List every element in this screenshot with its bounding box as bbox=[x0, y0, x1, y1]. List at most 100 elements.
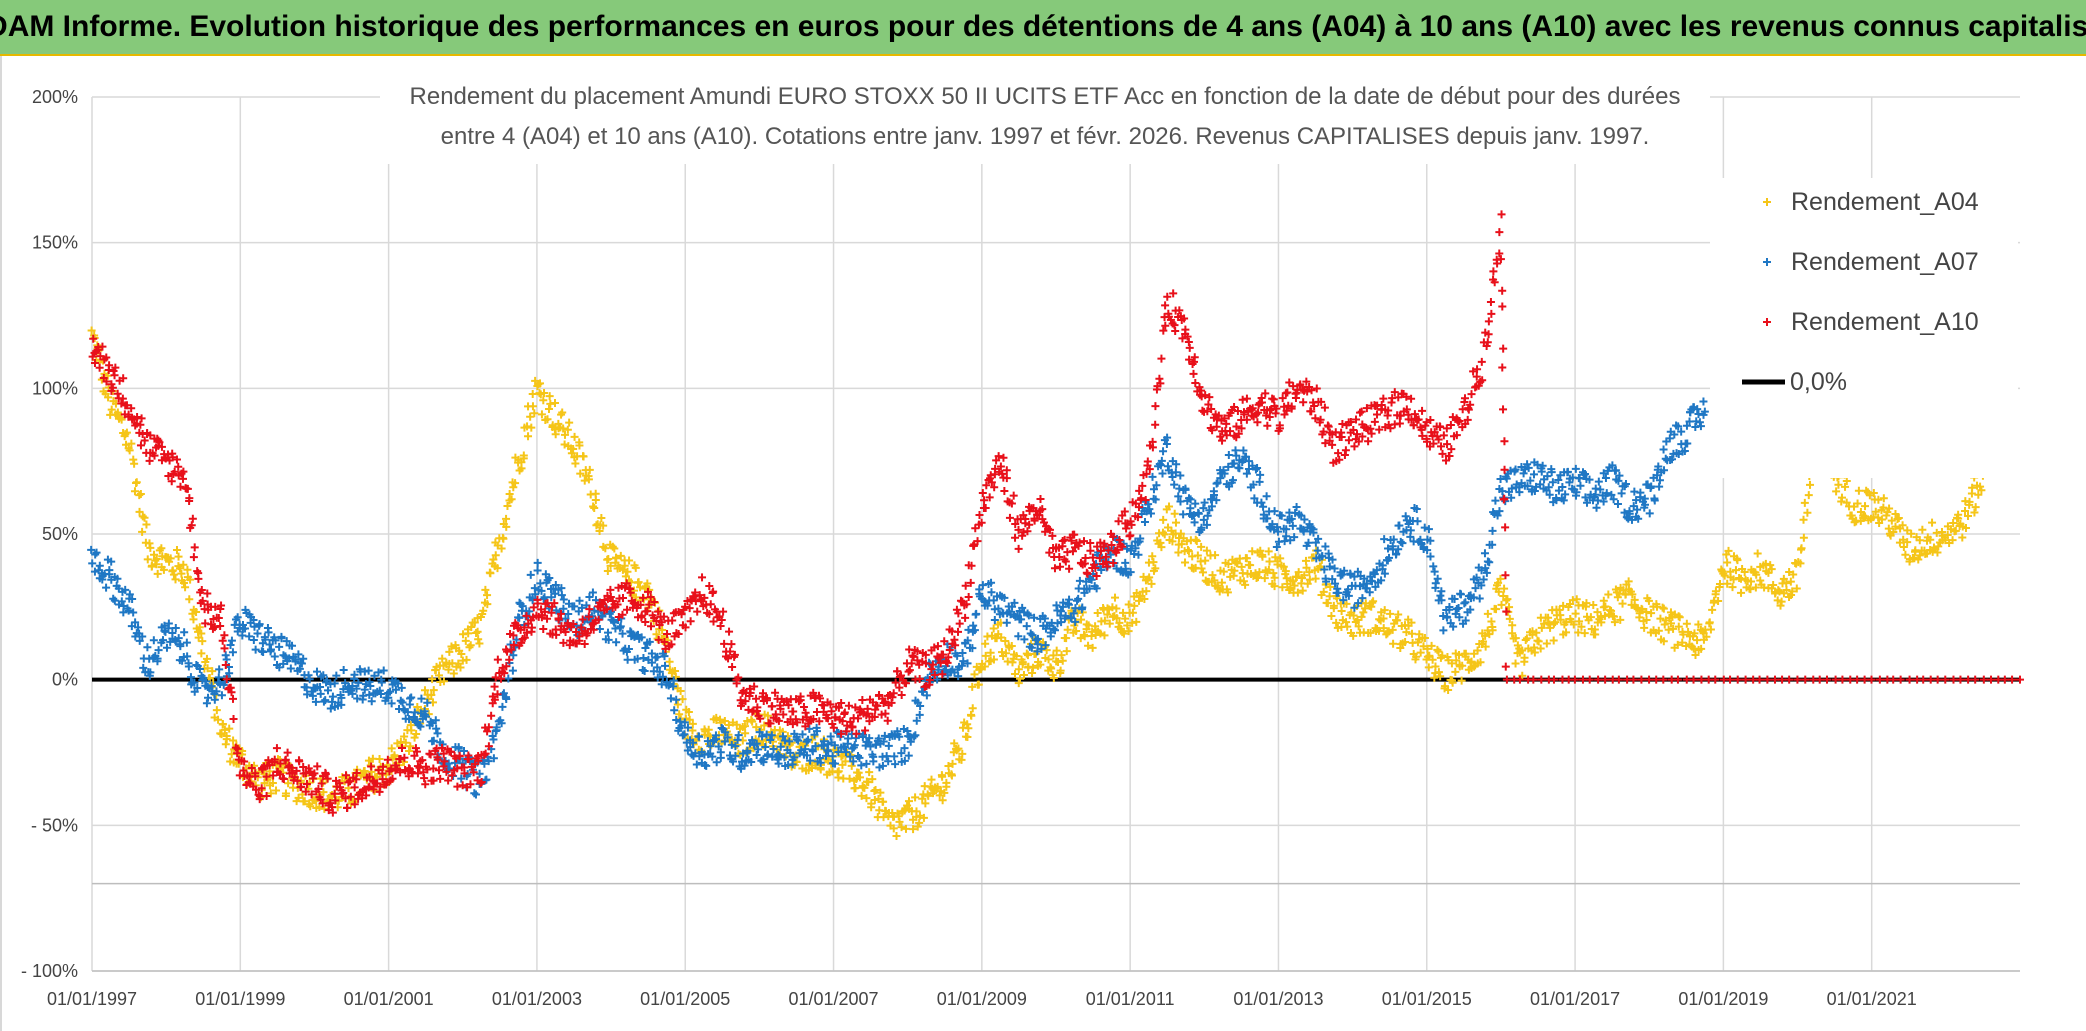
point-a07 bbox=[1372, 566, 1381, 575]
point-a04 bbox=[1575, 617, 1584, 626]
point-a04 bbox=[400, 732, 409, 741]
point-a10 bbox=[1889, 675, 1898, 684]
point-a07 bbox=[731, 742, 740, 751]
point-a10 bbox=[1905, 675, 1914, 684]
point-a04 bbox=[1500, 584, 1509, 593]
point-a04 bbox=[981, 639, 990, 648]
point-a04 bbox=[1492, 605, 1501, 614]
point-a07 bbox=[801, 745, 810, 754]
point-a04 bbox=[589, 502, 598, 511]
point-a07 bbox=[1485, 558, 1494, 567]
point-a07 bbox=[1331, 579, 1340, 588]
point-a07 bbox=[940, 666, 949, 675]
x-tick-label: 01/01/2013 bbox=[1233, 989, 1323, 1009]
point-a07 bbox=[107, 557, 116, 566]
point-a07 bbox=[797, 746, 806, 755]
point-a07 bbox=[1322, 577, 1331, 586]
point-a07 bbox=[1028, 631, 1037, 640]
point-a07 bbox=[92, 548, 101, 557]
point-a07 bbox=[972, 609, 981, 618]
point-a07 bbox=[321, 696, 330, 705]
point-a04 bbox=[1675, 613, 1684, 622]
point-a07 bbox=[758, 732, 767, 741]
point-a04 bbox=[185, 595, 194, 604]
point-a07 bbox=[767, 731, 776, 740]
point-a04 bbox=[1853, 499, 1862, 508]
point-a04 bbox=[1737, 588, 1746, 597]
point-a07 bbox=[830, 741, 839, 750]
point-a07 bbox=[1582, 498, 1591, 507]
point-a04 bbox=[197, 629, 206, 638]
point-a04 bbox=[1001, 649, 1010, 658]
point-a07 bbox=[640, 667, 649, 676]
point-a07 bbox=[509, 651, 518, 660]
point-a07 bbox=[766, 736, 775, 745]
point-a07 bbox=[641, 643, 650, 652]
point-a10 bbox=[1263, 421, 1272, 430]
point-a04 bbox=[406, 721, 415, 730]
point-a07 bbox=[162, 643, 171, 652]
point-a04 bbox=[585, 465, 594, 474]
point-a10 bbox=[1283, 388, 1292, 397]
point-a07 bbox=[434, 754, 443, 763]
point-a07 bbox=[1507, 484, 1516, 493]
point-a04 bbox=[1420, 633, 1429, 642]
point-a07 bbox=[1488, 540, 1497, 549]
point-a10 bbox=[110, 371, 119, 380]
point-a04 bbox=[1233, 559, 1242, 568]
point-a04 bbox=[1293, 588, 1302, 597]
point-a07 bbox=[957, 661, 966, 670]
point-a04 bbox=[1112, 604, 1121, 613]
point-a04 bbox=[1731, 566, 1740, 575]
point-a04 bbox=[997, 648, 1006, 657]
point-a07 bbox=[958, 649, 967, 658]
point-a07 bbox=[660, 652, 669, 661]
point-a07 bbox=[316, 689, 325, 698]
point-a10 bbox=[1484, 317, 1493, 326]
x-tick-label: 01/01/2005 bbox=[640, 989, 730, 1009]
point-a10 bbox=[1086, 546, 1095, 555]
point-a04 bbox=[1534, 637, 1543, 646]
point-a04 bbox=[1300, 571, 1309, 580]
point-a07 bbox=[1602, 489, 1611, 498]
point-a07 bbox=[1547, 468, 1556, 477]
point-a07 bbox=[294, 650, 303, 659]
point-a04 bbox=[1887, 516, 1896, 525]
point-a04 bbox=[497, 544, 506, 553]
point-a07 bbox=[492, 723, 501, 732]
point-a04 bbox=[1693, 636, 1702, 645]
point-a04 bbox=[673, 700, 682, 709]
point-a07 bbox=[890, 752, 899, 761]
point-a04 bbox=[107, 405, 116, 414]
point-a07 bbox=[245, 632, 254, 641]
point-a04 bbox=[526, 412, 535, 421]
point-a04 bbox=[1224, 560, 1233, 569]
point-a07 bbox=[348, 682, 357, 691]
point-a04 bbox=[1181, 558, 1190, 567]
point-a10 bbox=[1191, 379, 1200, 388]
point-a04 bbox=[1165, 502, 1174, 511]
point-a04 bbox=[1124, 627, 1133, 636]
point-a04 bbox=[1806, 480, 1815, 489]
point-a04 bbox=[483, 591, 492, 600]
point-a07 bbox=[423, 698, 432, 707]
point-a07 bbox=[1660, 466, 1669, 475]
point-a04 bbox=[87, 326, 96, 335]
point-a07 bbox=[1627, 515, 1636, 524]
point-a04 bbox=[847, 761, 856, 770]
point-a04 bbox=[1607, 606, 1616, 615]
point-a04 bbox=[1279, 562, 1288, 571]
point-a07 bbox=[1256, 470, 1265, 479]
point-a04 bbox=[503, 502, 512, 511]
point-a04 bbox=[181, 583, 190, 592]
point-a04 bbox=[1386, 609, 1395, 618]
point-a07 bbox=[134, 623, 143, 632]
point-a07 bbox=[1620, 508, 1629, 517]
point-a07 bbox=[882, 752, 891, 761]
point-a10 bbox=[1000, 486, 1009, 495]
x-tick-label: 01/01/2021 bbox=[1827, 989, 1917, 1009]
point-a07 bbox=[110, 596, 119, 605]
point-a10 bbox=[1689, 675, 1698, 684]
point-a07 bbox=[1106, 550, 1115, 559]
point-a04 bbox=[1159, 515, 1168, 524]
